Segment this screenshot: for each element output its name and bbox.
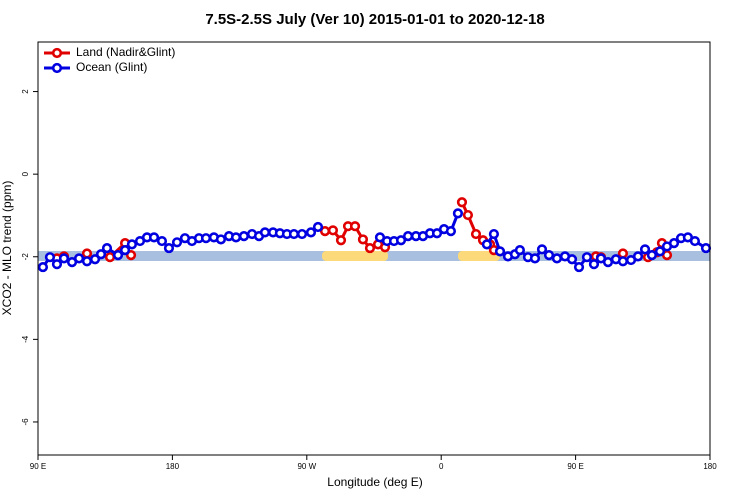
data-point [95, 249, 107, 260]
data-point [101, 242, 113, 254]
y-tick-label: -4 [21, 335, 30, 343]
data-point [494, 246, 506, 257]
surface-strip [38, 251, 710, 261]
data-point [395, 235, 407, 246]
data-point [654, 246, 666, 257]
data-point [573, 261, 585, 273]
data-point [349, 221, 361, 232]
legend-label: Ocean (Glint) [76, 60, 147, 74]
series-line [56, 201, 669, 260]
y-tick-label: -2 [21, 253, 30, 261]
data-point [431, 228, 443, 239]
x-tick-label: 90 W [297, 462, 316, 471]
data-point [488, 228, 500, 240]
x-axis-label: Longitude (deg E) [327, 475, 422, 489]
data-point [156, 235, 168, 247]
data-point [230, 232, 242, 243]
data-point [200, 233, 212, 244]
data-point [215, 234, 227, 245]
data-point [551, 253, 563, 264]
data-point [617, 256, 629, 267]
x-tick-label: 0 [439, 462, 444, 471]
data-point [617, 248, 629, 259]
data-point [37, 261, 49, 273]
data-point [126, 239, 138, 250]
y-axis-label: XCO2 - MLO trend (ppm) [0, 181, 14, 316]
data-point [112, 250, 124, 261]
data-point [148, 232, 160, 243]
data-point [700, 242, 712, 254]
x-tick-label: 90 E [567, 462, 583, 471]
data-point [588, 259, 600, 270]
y-tick-label: 0 [21, 171, 30, 176]
data-point [238, 231, 250, 242]
data-point [171, 237, 183, 248]
data-point [566, 254, 578, 265]
data-point [327, 225, 339, 236]
legend-marker [51, 47, 63, 59]
data-point [581, 252, 593, 263]
data-point [462, 209, 474, 221]
data-point [452, 208, 464, 219]
data-point [73, 253, 85, 264]
y-tick-label: 2 [21, 89, 30, 94]
data-point [689, 235, 701, 247]
data-point [305, 227, 317, 238]
data-point [104, 252, 116, 263]
x-tick-label: 90 E [30, 462, 46, 471]
data-point [470, 228, 482, 240]
x-tick-label: 180 [703, 462, 717, 471]
plot-frame [37, 41, 711, 456]
data-point [81, 256, 93, 267]
data-point [536, 244, 548, 255]
data-point [668, 238, 680, 249]
data-point [602, 257, 614, 268]
data-point [364, 242, 376, 254]
plot-area [37, 197, 712, 273]
data-point [357, 234, 369, 245]
data-point [632, 251, 644, 262]
legend-label: Land (Nadir&Glint) [76, 45, 175, 59]
data-point [44, 252, 56, 263]
data-point [81, 248, 93, 259]
data-point [312, 221, 324, 233]
data-point [259, 227, 271, 238]
data-point [288, 228, 300, 240]
data-point [402, 231, 414, 242]
legend-marker [51, 62, 63, 74]
data-point [58, 253, 70, 264]
data-point [639, 244, 651, 255]
land-strip [322, 251, 388, 261]
data-point [296, 228, 308, 240]
data-point [119, 245, 131, 256]
data-point [456, 197, 468, 208]
data-point [481, 239, 492, 250]
data-point [335, 235, 347, 246]
x-tick-label: 180 [166, 462, 180, 471]
data-point [445, 226, 457, 237]
land-strip [458, 251, 500, 261]
data-point [646, 250, 658, 261]
data-point [163, 242, 175, 254]
y-tick-label: -6 [21, 418, 30, 426]
data-point [543, 250, 555, 261]
chart-title: 7.5S-2.5S July (Ver 10) 2015-01-01 to 20… [205, 11, 544, 28]
data-point [51, 259, 63, 270]
data-point [529, 253, 541, 264]
data-point [514, 245, 525, 256]
